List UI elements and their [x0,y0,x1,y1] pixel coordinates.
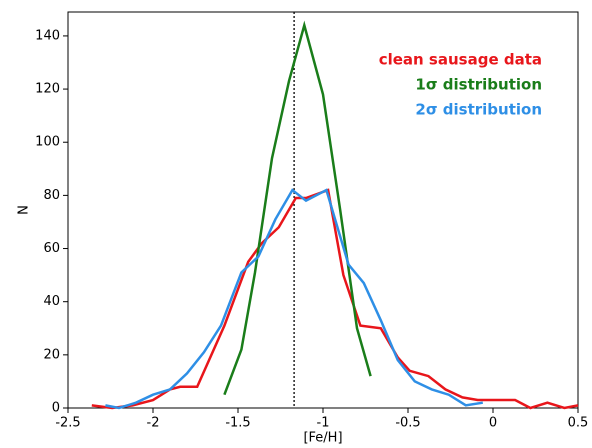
y-tick-label: 40 [43,294,60,309]
data-line [223,20,372,396]
x-tick-label: -2 [147,416,160,431]
x-tick-label: -0.5 [395,416,420,431]
y-tick-label: 0 [52,401,60,416]
y-tick-label: 80 [43,188,60,203]
legend-entry: 1σ distribution [415,76,542,94]
y-tick-label: 120 [35,82,60,97]
x-tick-label: -1.5 [225,416,250,431]
legend-entry: 2σ distribution [415,101,542,119]
data-line [91,188,579,410]
y-tick-label: 20 [43,347,60,362]
plot-frame [67,11,579,409]
y-tick-label: 60 [43,241,60,256]
x-tick-label: -2.5 [55,416,80,431]
x-tick-label: 0.5 [568,416,589,431]
legend-entry: clean sausage data [379,51,542,69]
y-tick-label: 140 [35,28,60,43]
y-tick-label: 100 [35,135,60,150]
x-tick-label: 0 [489,416,497,431]
x-tick-label: -1 [317,416,330,431]
x-axis-label: [Fe/H] [303,431,342,446]
y-axis-label: N [17,205,32,215]
data-line [105,188,483,410]
